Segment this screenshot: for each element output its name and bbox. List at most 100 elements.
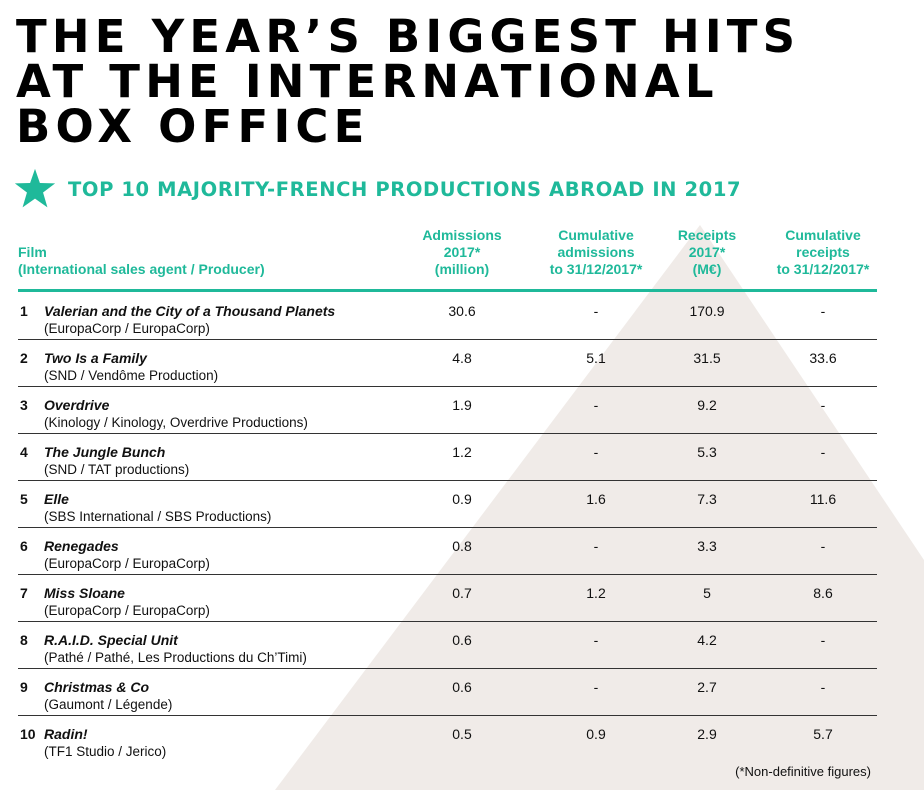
cumulative-admissions-value: 1.2 <box>586 585 606 601</box>
cumulative-admissions-value: 1.6 <box>586 491 606 507</box>
film-agent-producer: (SND / Vendôme Production) <box>44 368 219 383</box>
section-heading: TOP 10 MAJORITY-FRENCH PRODUCTIONS ABROA… <box>14 168 741 210</box>
header-text: (M€) <box>692 261 722 277</box>
header-text: Film <box>18 244 47 260</box>
film-agent-producer: (SND / TAT productions) <box>44 462 190 477</box>
rank: 1 <box>20 303 28 319</box>
film-title: Renegades <box>44 538 119 554</box>
admissions-value: 0.5 <box>452 726 472 742</box>
table-row: 2 Two Is a Family (SND / Vendôme Productio… <box>18 340 877 387</box>
cumulative-receipts-value: - <box>820 444 826 460</box>
cumulative-receipts-value: 11.6 <box>809 491 837 507</box>
cumulative-receipts-value: 8.6 <box>813 585 833 601</box>
header-text: Admissions <box>422 227 502 243</box>
cumulative-receipts-value: - <box>820 632 826 648</box>
header-receipts: Receipts 2017* (M€) <box>657 227 757 278</box>
film-title: Valerian and the City of a Thousand Plan… <box>44 303 336 319</box>
film-agent-producer: (Pathé / Pathé, Les Productions du Ch’Ti… <box>44 650 307 665</box>
film-title: Two Is a Family <box>44 350 147 366</box>
title-line: THE YEAR’S BIGGEST HITS <box>16 10 801 63</box>
cumulative-admissions-value: - <box>593 444 599 460</box>
film-agent-producer: (Kinology / Kinology, Overdrive Producti… <box>44 415 308 430</box>
header-text: Cumulative <box>785 227 861 243</box>
film-agent-producer: (Gaumont / Légende) <box>44 697 173 712</box>
film-title: Christmas & Co <box>44 679 150 695</box>
table-row: 9 Christmas & Co (Gaumont / Légende) 0.6 - 2.… <box>18 669 877 716</box>
star-icon <box>14 168 56 208</box>
rank: 3 <box>20 397 28 413</box>
admissions-value: 0.7 <box>452 585 472 601</box>
header-text: to 31/12/2017* <box>776 261 870 277</box>
header-cumulative-admissions: Cumulative admissions to 31/12/2017* <box>526 227 666 278</box>
header-text: receipts <box>796 244 850 260</box>
receipts-value: 7.3 <box>697 491 717 507</box>
rank: 2 <box>20 350 28 366</box>
cumulative-receipts-value: - <box>820 538 826 554</box>
table-row: 4 The Jungle Bunch (SND / TAT productions)… <box>18 434 877 481</box>
admissions-value: 0.9 <box>452 491 472 507</box>
header-cumulative-receipts: Cumulative receipts to 31/12/2017* <box>753 227 893 278</box>
cumulative-admissions-value: - <box>593 397 599 413</box>
film-agent-producer: (EuropaCorp / EuropaCorp) <box>44 321 210 336</box>
cumulative-receipts-value: - <box>820 397 826 413</box>
cumulative-admissions-value: - <box>593 303 599 319</box>
header-text: to 31/12/2017* <box>549 261 643 277</box>
receipts-value: 4.2 <box>697 632 717 648</box>
admissions-value: 4.8 <box>452 350 472 366</box>
cumulative-admissions-value: - <box>593 538 599 554</box>
admissions-value: 1.9 <box>452 397 472 413</box>
title-line: BOX OFFICE <box>16 100 370 153</box>
rank: 8 <box>20 632 28 648</box>
admissions-value: 0.8 <box>452 538 472 554</box>
film-title: The Jungle Bunch <box>44 444 166 460</box>
admissions-value: 0.6 <box>452 679 472 695</box>
rank: 6 <box>20 538 28 554</box>
receipts-value: 2.7 <box>697 679 717 695</box>
film-title: Elle <box>44 491 69 507</box>
receipts-value: 2.9 <box>697 726 717 742</box>
cumulative-receipts-value: 33.6 <box>809 350 837 366</box>
header-text: admissions <box>557 244 635 260</box>
cumulative-admissions-value: 0.9 <box>586 726 606 742</box>
admissions-value: 30.6 <box>448 303 476 319</box>
admissions-value: 0.6 <box>452 632 472 648</box>
admissions-value: 1.2 <box>452 444 472 460</box>
film-agent-producer: (EuropaCorp / EuropaCorp) <box>44 603 210 618</box>
rank: 4 <box>20 444 28 460</box>
header-film: Film (International sales agent / Produc… <box>18 244 265 278</box>
table-row: 1 Valerian and the City of a Thousand Pla… <box>18 293 877 340</box>
header-text: (million) <box>434 261 490 277</box>
film-agent-producer: (TF1 Studio / Jerico) <box>44 744 167 759</box>
section-title: TOP 10 MAJORITY-FRENCH PRODUCTIONS ABROA… <box>68 177 742 201</box>
cumulative-admissions-value: - <box>593 632 599 648</box>
header-text: 2017* <box>688 244 726 260</box>
film-title: Radin! <box>44 726 88 742</box>
table-row: 5 Elle (SBS International / SBS Production… <box>18 481 877 528</box>
cumulative-receipts-value: - <box>820 303 826 319</box>
cumulative-receipts-value: 5.7 <box>813 726 833 742</box>
header-admissions: Admissions 2017* (million) <box>402 227 522 278</box>
table-row: 3 Overdrive (Kinology / Kinology, Overdriv… <box>18 387 877 434</box>
rank: 5 <box>20 491 28 507</box>
header-divider <box>18 289 877 292</box>
receipts-value: 170.9 <box>689 303 725 319</box>
footnote: (*Non-definitive figures) <box>735 764 871 779</box>
rank: 7 <box>20 585 28 601</box>
film-agent-producer: (SBS International / SBS Productions) <box>44 509 272 524</box>
title-line: AT THE INTERNATIONAL <box>16 55 719 108</box>
page-title: THE YEAR’S BIGGEST HITS AT THE INTERNATI… <box>16 14 800 149</box>
header-text: Cumulative <box>558 227 634 243</box>
table-row: 10 Radin! (TF1 Studio / Jerico) 0.5 0.9 2.9 5.… <box>18 716 877 762</box>
receipts-value: 9.2 <box>697 397 717 413</box>
rank: 9 <box>20 679 28 695</box>
film-title: Miss Sloane <box>44 585 125 601</box>
cumulative-admissions-value: 5.1 <box>586 350 606 366</box>
header-text: (International sales agent / Producer) <box>18 261 265 277</box>
receipts-value: 3.3 <box>697 538 717 554</box>
header-text: 2017* <box>443 244 481 260</box>
table-row: 7 Miss Sloane (EuropaCorp / EuropaCorp) 0.7… <box>18 575 877 622</box>
receipts-value: 5 <box>703 585 711 601</box>
receipts-value: 31.5 <box>693 350 721 366</box>
film-title: R.A.I.D. Special Unit <box>44 632 178 648</box>
